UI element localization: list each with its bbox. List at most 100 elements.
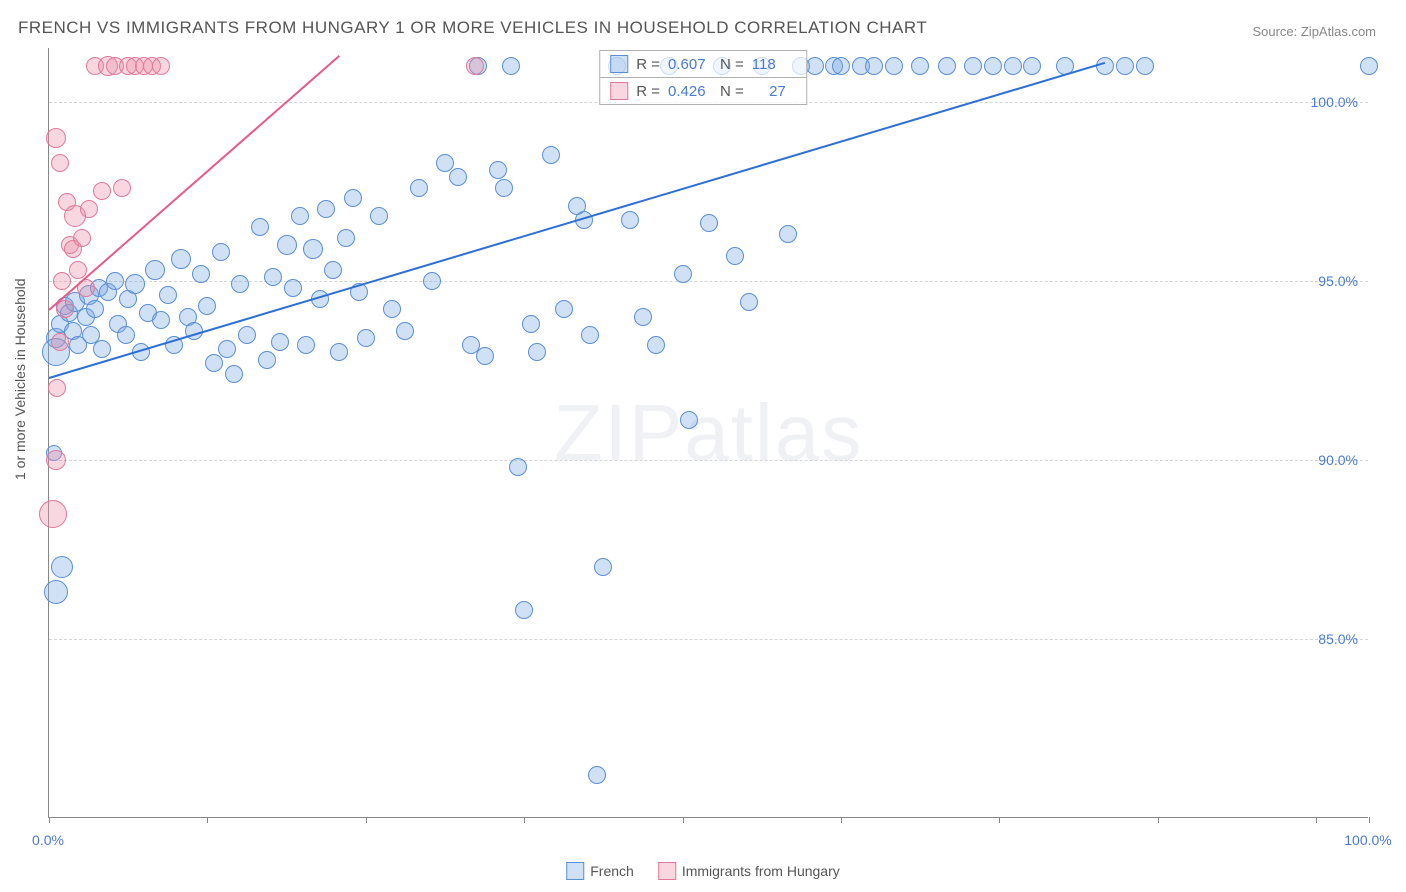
scatter-point — [73, 229, 91, 247]
scatter-point — [383, 300, 401, 318]
scatter-point — [330, 343, 348, 361]
watermark-bold: ZIP — [554, 388, 684, 477]
r-value-french: 0.607 — [668, 56, 712, 73]
n-label: N = — [720, 56, 744, 73]
xtick — [207, 817, 208, 823]
scatter-point — [726, 247, 744, 265]
bottom-legend: French Immigrants from Hungary — [566, 862, 840, 880]
scatter-point — [964, 57, 982, 75]
xtick — [49, 817, 50, 823]
scatter-point — [344, 189, 362, 207]
scatter-point — [56, 300, 74, 318]
legend-item-hungary: Immigrants from Hungary — [658, 862, 840, 880]
n-value-french: 118 — [752, 56, 796, 73]
scatter-point — [271, 333, 289, 351]
scatter-point — [106, 272, 124, 290]
stats-legend-box: R = 0.607 N = 118 R = 0.426 N = 27 — [599, 50, 807, 105]
scatter-point — [885, 57, 903, 75]
scatter-point — [171, 249, 191, 269]
scatter-point — [911, 57, 929, 75]
scatter-point — [192, 265, 210, 283]
scatter-point — [337, 229, 355, 247]
r-label: R = — [636, 56, 660, 73]
scatter-point — [634, 308, 652, 326]
scatter-point — [46, 450, 66, 470]
ytick-label: 95.0% — [1318, 273, 1358, 289]
scatter-point — [522, 315, 540, 333]
source-attribution: Source: ZipAtlas.com — [1252, 24, 1376, 39]
ytick-label: 85.0% — [1318, 631, 1358, 647]
scatter-point — [515, 601, 533, 619]
scatter-point — [317, 200, 335, 218]
scatter-point — [594, 558, 612, 576]
scatter-point — [238, 326, 256, 344]
scatter-point — [51, 556, 73, 578]
n-value-hungary: 27 — [752, 83, 786, 100]
scatter-point — [1023, 57, 1041, 75]
scatter-point — [528, 343, 546, 361]
scatter-point — [291, 207, 309, 225]
scatter-point — [48, 379, 66, 397]
xtick — [366, 817, 367, 823]
scatter-point — [621, 211, 639, 229]
scatter-point — [680, 411, 698, 429]
scatter-point — [674, 265, 692, 283]
watermark: ZIPatlas — [554, 387, 863, 479]
scatter-point — [588, 766, 606, 784]
scatter-point — [264, 268, 282, 286]
scatter-point — [51, 154, 69, 172]
scatter-point — [370, 207, 388, 225]
scatter-point — [152, 311, 170, 329]
scatter-point — [218, 340, 236, 358]
xtick — [1369, 817, 1370, 823]
scatter-point — [125, 274, 145, 294]
scatter-point — [324, 261, 342, 279]
scatter-point — [449, 168, 467, 186]
scatter-point — [93, 340, 111, 358]
scatter-point — [277, 235, 297, 255]
gridline-h — [49, 639, 1368, 640]
chart-title: FRENCH VS IMMIGRANTS FROM HUNGARY 1 OR M… — [18, 18, 927, 38]
scatter-point — [113, 179, 131, 197]
r-value-hungary: 0.426 — [668, 83, 712, 100]
scatter-point — [466, 57, 484, 75]
scatter-plot-area: ZIPatlas 85.0%90.0%95.0%100.0% — [48, 48, 1368, 818]
scatter-point — [436, 154, 454, 172]
xtick — [841, 817, 842, 823]
scatter-point — [44, 580, 68, 604]
xtick — [524, 817, 525, 823]
swatch-hungary — [610, 82, 628, 100]
scatter-point — [581, 326, 599, 344]
xtick — [683, 817, 684, 823]
scatter-point — [152, 57, 170, 75]
scatter-point — [297, 336, 315, 354]
xtick-label: 0.0% — [32, 832, 64, 848]
scatter-point — [212, 243, 230, 261]
scatter-point — [806, 57, 824, 75]
scatter-point — [1360, 57, 1378, 75]
scatter-point — [205, 354, 223, 372]
scatter-point — [984, 57, 1002, 75]
legend-swatch-hungary — [658, 862, 676, 880]
scatter-point — [489, 161, 507, 179]
ytick-label: 90.0% — [1318, 452, 1358, 468]
scatter-point — [303, 239, 323, 259]
r-label: R = — [636, 83, 660, 100]
stats-row-french: R = 0.607 N = 118 — [600, 51, 806, 77]
legend-swatch-french — [566, 862, 584, 880]
scatter-point — [93, 182, 111, 200]
swatch-french — [610, 55, 628, 73]
scatter-point — [53, 272, 71, 290]
scatter-point — [647, 336, 665, 354]
scatter-point — [1116, 57, 1134, 75]
scatter-point — [1096, 57, 1114, 75]
scatter-point — [396, 322, 414, 340]
scatter-point — [231, 275, 249, 293]
scatter-point — [225, 365, 243, 383]
y-axis-label: 1 or more Vehicles in Household — [12, 278, 28, 480]
scatter-point — [938, 57, 956, 75]
scatter-point — [145, 260, 165, 280]
scatter-point — [86, 300, 104, 318]
scatter-point — [476, 347, 494, 365]
scatter-point — [39, 500, 67, 528]
